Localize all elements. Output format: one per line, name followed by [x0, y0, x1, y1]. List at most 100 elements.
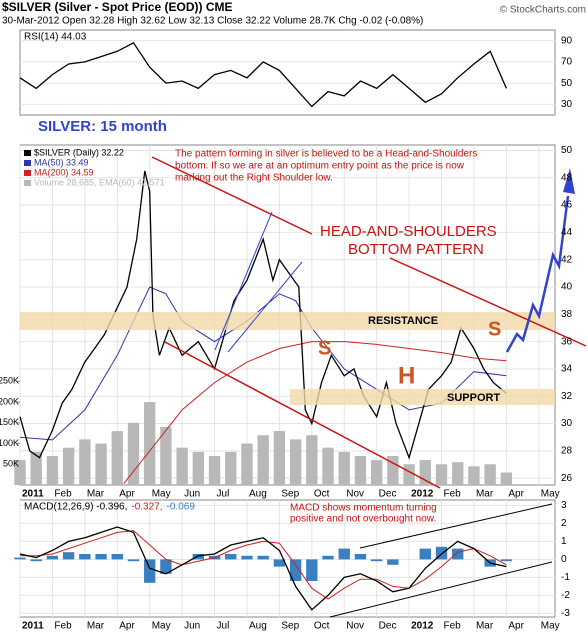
bar [241, 555, 253, 560]
x-tick-label: Jul [217, 489, 230, 500]
bar [62, 447, 75, 485]
bar [452, 462, 464, 485]
y-tick-label: -1 [561, 572, 570, 583]
bar [273, 559, 286, 567]
bar [484, 464, 496, 485]
bar [257, 435, 269, 485]
bar [452, 548, 464, 560]
annotation: BOTTOM PATTERN [348, 241, 484, 258]
y-tick-label: 1 [561, 536, 567, 547]
y-tick-label: 50 [561, 78, 573, 89]
panel-frame [19, 29, 556, 116]
x-tick-label: Apr [508, 489, 524, 500]
legend-label: -0.069 [167, 502, 196, 513]
annotation: bottom. If so we are at an optimum entry… [175, 161, 465, 172]
bar [30, 559, 42, 562]
y-tick-label: -3 [561, 608, 570, 619]
bar [160, 426, 172, 485]
legend-swatch [24, 180, 31, 186]
x-tick-label: Dec [379, 621, 397, 632]
annotation: positive and not overbought now. [290, 514, 436, 525]
bar [160, 559, 172, 574]
bar [111, 431, 123, 485]
x-tick-label: 2012 [411, 489, 434, 500]
x-tick-label: Dec [379, 489, 397, 500]
y-tick-label: 46 [561, 200, 573, 211]
y-tick-label: 28 [561, 446, 573, 457]
bar [338, 451, 350, 485]
bar [192, 554, 205, 560]
annotation: RESISTANCE [368, 315, 438, 327]
x-tick-label: Feb [54, 621, 72, 632]
y-tick-label: 0 [561, 554, 567, 565]
bar [79, 554, 91, 560]
bar [306, 559, 318, 581]
legend-label: RSI(14) 44.03 [24, 32, 87, 43]
bar [208, 455, 221, 485]
y-tick-label: 30 [561, 99, 573, 110]
bar [62, 552, 75, 560]
bar [14, 460, 26, 485]
bar [95, 443, 107, 485]
x-tick-label: Apr [508, 621, 524, 632]
annotation: marking out the Right Shoulder low. [175, 173, 333, 184]
y-tick-label: -2 [561, 590, 570, 601]
arrow-head [563, 168, 575, 194]
bar [306, 435, 318, 485]
y-tick-label: 2 [561, 518, 567, 529]
projection-arrow [505, 195, 570, 353]
y-tick-label: 50 [561, 145, 573, 156]
bar [111, 554, 123, 560]
macd-channel [359, 503, 553, 549]
x-tick-label: Apr [119, 621, 135, 632]
bar [192, 451, 205, 485]
bar [419, 548, 431, 560]
bar [46, 455, 59, 485]
bar [30, 451, 42, 485]
y-tick-label: 38 [561, 309, 573, 320]
annotation: SILVER: 15 month [38, 118, 167, 135]
x-tick-label: Jun [184, 621, 200, 632]
trend-line [151, 156, 313, 235]
bar [273, 431, 286, 485]
bar [127, 559, 140, 562]
legend-label: MA(50) 33.49 [34, 157, 89, 167]
y2-tick-label: 200K [0, 396, 19, 406]
x-tick-label: Apr [119, 489, 135, 500]
annotation: HEAD-AND-SHOULDERS [320, 223, 497, 240]
bar [387, 455, 399, 485]
series-line [123, 341, 507, 484]
bar [435, 546, 448, 560]
bar [257, 555, 269, 560]
x-tick-label: 2011 [22, 489, 44, 500]
x-tick-label: Sep [281, 489, 299, 500]
neckline [389, 257, 587, 347]
bar [241, 443, 253, 485]
resistance-band [20, 312, 555, 330]
bar [387, 559, 399, 565]
x-tick-label: Oct [314, 489, 330, 500]
bar [435, 464, 448, 485]
bar [500, 559, 513, 562]
bar [370, 460, 383, 485]
bar [225, 451, 237, 485]
panel-frame [19, 499, 556, 618]
x-tick-label: Aug [249, 489, 267, 500]
bar [127, 422, 140, 485]
bar [338, 548, 350, 560]
x-tick-label: Feb [444, 621, 462, 632]
annotation: S [318, 337, 331, 359]
y-tick-label: 40 [561, 282, 573, 293]
y-tick-label: 30 [561, 418, 573, 429]
bar [370, 559, 383, 562]
bar [354, 455, 367, 485]
bar [176, 447, 188, 485]
series-line [19, 170, 507, 460]
legend-swatch [24, 160, 31, 166]
legend-label: Volume 28,685, EMA(60) 42,571 [34, 177, 165, 187]
x-tick-label: Mar [476, 489, 494, 500]
bar [403, 464, 415, 485]
legend-swatch [24, 150, 31, 156]
chart-title: $SILVER (Silver - Spot Price (EOD)) CME [2, 0, 232, 14]
